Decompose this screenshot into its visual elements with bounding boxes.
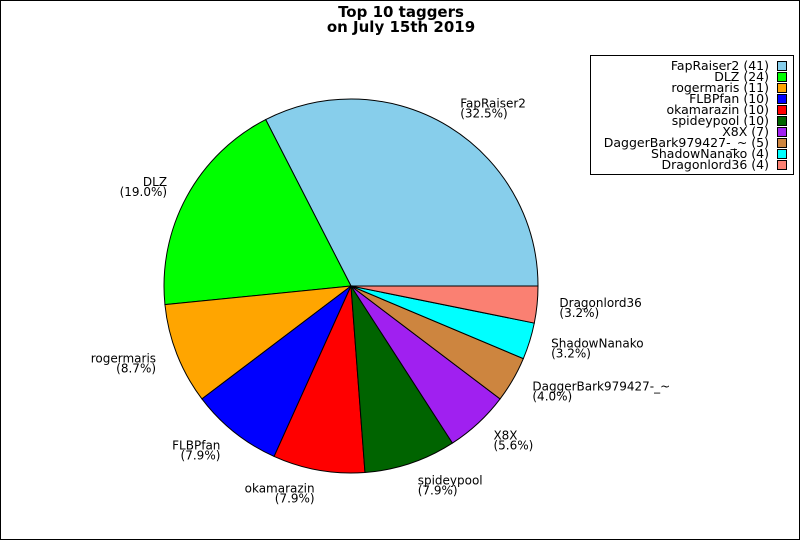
legend-entry: FLBPfan (10): [689, 91, 787, 106]
slice-percent-label: (3.2%): [551, 347, 591, 361]
legend-swatch: [777, 126, 787, 137]
legend-label: DaggerBark979427-_~ (5): [603, 135, 769, 150]
slice-percent-label: (7.9%): [275, 491, 315, 505]
legend-swatch: [777, 148, 787, 159]
legend-label: ShadowNanako (4): [650, 146, 769, 161]
slice-name-label: DaggerBark979427-_~: [532, 380, 670, 394]
chart-title: Top 10 taggers: [338, 3, 464, 21]
legend-swatch: [777, 104, 787, 115]
slice-percent-label: (19.0%): [120, 185, 167, 199]
slice-percent-label: (5.6%): [493, 439, 533, 453]
legend-swatch: [777, 71, 787, 82]
legend-entry: DaggerBark979427-_~ (5): [603, 135, 787, 150]
slice-percent-label: (3.2%): [559, 306, 599, 320]
slice-percent-label: (4.0%): [532, 390, 572, 404]
slice-name-label: FapRaiser2: [460, 96, 526, 110]
slice-name-label: rogermaris: [91, 352, 156, 366]
slice-name-label: Dragonlord36: [559, 296, 641, 310]
legend-label: DLZ (24): [714, 69, 769, 84]
slice-percent-label: (32.5%): [460, 106, 507, 120]
legend-label: spideypool (10): [671, 113, 769, 128]
pie-slice-okamarazin: [273, 285, 366, 474]
legend-entry: X8X (7): [722, 124, 787, 139]
slice-name-label: DLZ: [143, 175, 167, 189]
legend-label: X8X (7): [722, 124, 769, 139]
pie-slice-Dragonlord36: [350, 285, 539, 324]
slice-name-label: okamarazin: [245, 481, 315, 495]
pie-slice-FapRaiser2: [265, 98, 539, 287]
pie-slice-spideypool: [350, 285, 454, 474]
legend-entry: rogermaris (11): [671, 80, 787, 95]
legend-entry: okamarazin (10): [666, 102, 787, 117]
legend-entry: ShadowNanako (4): [650, 146, 787, 161]
legend-label: rogermaris (11): [671, 80, 769, 95]
slice-percent-label: (8.7%): [116, 362, 156, 376]
pie-slice-FLBPfan: [201, 285, 352, 458]
pie-slice-rogermaris: [164, 285, 353, 400]
legend-swatch: [777, 82, 787, 93]
legend-swatch: [777, 115, 787, 126]
legend-entry: FapRaiser2 (41): [670, 58, 787, 73]
legend-label: okamarazin (10): [666, 102, 769, 117]
legend-entry: DLZ (24): [714, 69, 787, 84]
legend-swatch: [777, 93, 787, 104]
legend-entry: Dragonlord36 (4): [661, 157, 787, 172]
legend-swatch: [777, 60, 787, 71]
legend-entry: spideypool (10): [671, 113, 787, 128]
slice-percent-label: (7.9%): [418, 484, 458, 498]
legend-swatch: [777, 159, 787, 170]
legend-label: FLBPfan (10): [689, 91, 769, 106]
legend-label: Dragonlord36 (4): [661, 157, 770, 172]
legend-label: FapRaiser2 (41): [670, 58, 769, 73]
legend-swatch: [777, 137, 787, 148]
chart-subtitle: on July 15th 2019: [326, 18, 476, 36]
slice-name-label: ShadowNanako: [551, 337, 644, 351]
slice-percent-label: (7.9%): [181, 449, 221, 463]
legend: FapRaiser2 (41) DLZ (24) rogermaris (11) FL…: [590, 55, 794, 175]
pie-slice-DLZ: [163, 118, 352, 306]
slice-name-label: X8X: [493, 429, 517, 443]
slice-name-label: FLBPfan: [172, 439, 220, 453]
slice-name-label: spideypool: [418, 474, 483, 488]
